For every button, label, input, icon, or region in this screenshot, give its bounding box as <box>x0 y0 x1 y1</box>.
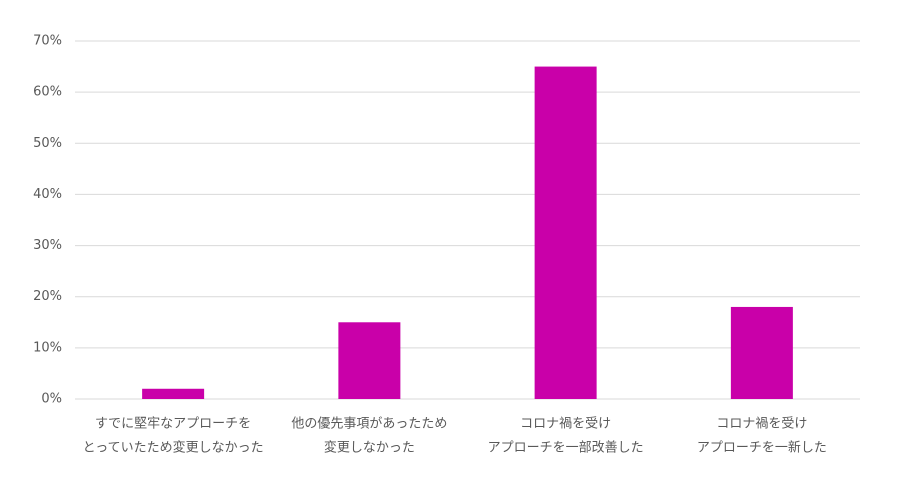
y-tick-label: 50% <box>33 136 62 151</box>
y-tick-label: 40% <box>33 187 62 202</box>
y-tick-label: 70% <box>33 34 62 49</box>
y-tick-label: 20% <box>33 289 62 304</box>
y-tick-label: 10% <box>33 340 62 355</box>
bar <box>730 306 793 399</box>
x-tick-label: アプローチを一新した <box>697 440 827 456</box>
y-tick-label: 0% <box>41 392 62 407</box>
x-tick-label: すでに堅牢なアプローチを <box>95 417 251 432</box>
y-tick-label: 60% <box>33 85 62 100</box>
bar <box>338 322 401 399</box>
y-tick-label: 30% <box>33 238 62 253</box>
x-tick-label: とっていたため変更しなかった <box>83 440 264 456</box>
x-tick-label: コロナ禍を受け <box>520 416 611 432</box>
bar <box>142 388 205 399</box>
bar <box>534 66 597 400</box>
x-tick-label: コロナ禍を受け <box>716 416 807 432</box>
x-tick-label: 変更しなかった <box>324 440 415 456</box>
x-tick-label: アプローチを一部改善した <box>488 440 644 456</box>
x-tick-label: 他の優先事項があったため <box>291 417 447 432</box>
